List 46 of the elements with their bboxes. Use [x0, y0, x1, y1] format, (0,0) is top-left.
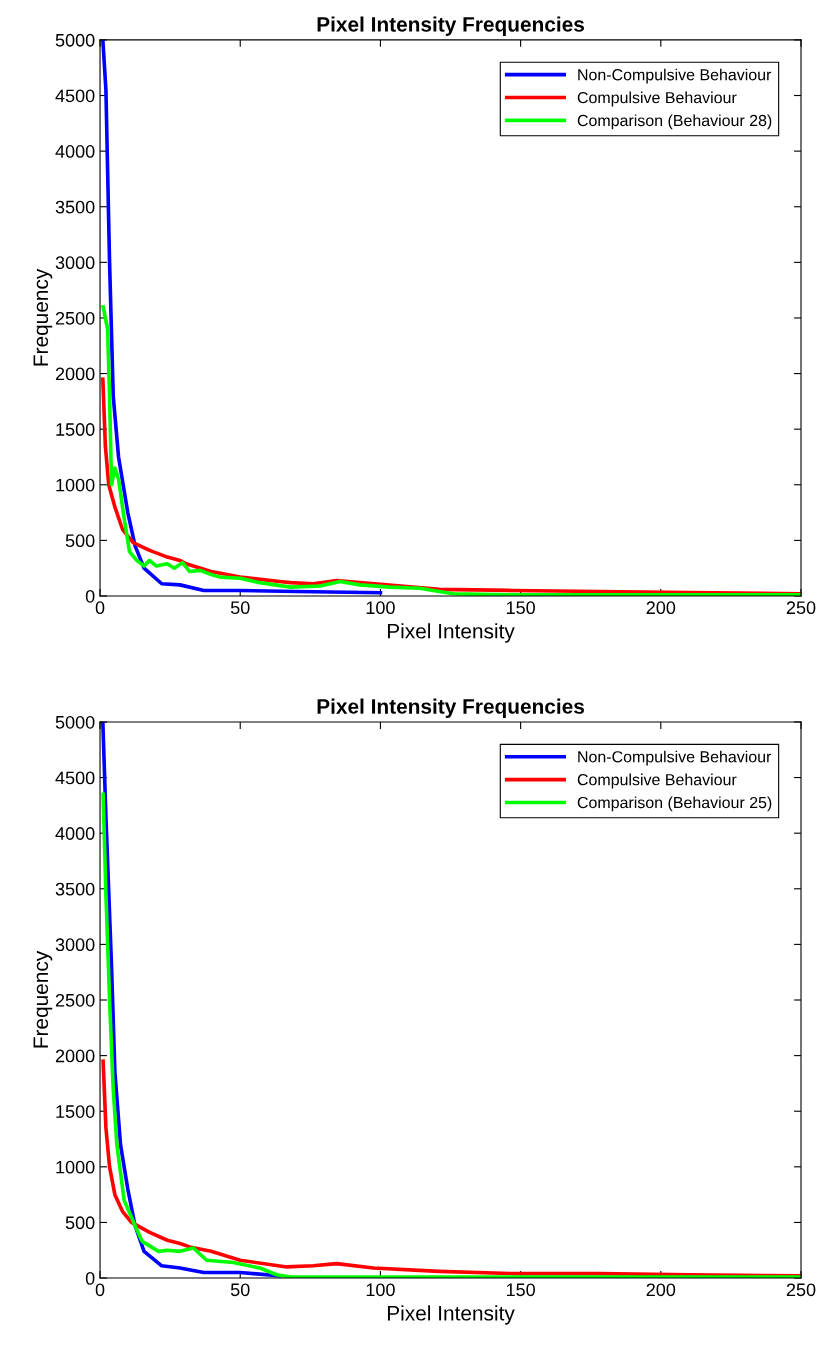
y-tick-label: 5000 [55, 715, 95, 729]
legend-label: Non-Compulsive Behaviour [578, 750, 772, 766]
y-tick-label: 3000 [55, 938, 95, 952]
x-tick-label: 200 [646, 601, 676, 615]
y-tick-label: 0 [85, 589, 95, 603]
legend-label: Comparison (Behaviour 28) [577, 114, 772, 130]
x-tick-label: 250 [786, 1283, 816, 1297]
y-tick-label: 1000 [56, 478, 95, 492]
x-tick-label: 0 [95, 1283, 105, 1297]
chart-title: Pixel Intensity Frequencies [317, 16, 584, 36]
y-tick-label: 0 [85, 1271, 95, 1285]
y-tick-label: 4000 [55, 145, 95, 158]
y-tick-label: 2000 [55, 367, 95, 381]
y-tick-label: 500 [65, 1216, 95, 1230]
legend-label: Compulsive Behaviour [577, 773, 737, 789]
y-tick-label: 2500 [55, 311, 95, 325]
y-tick-label: 1500 [56, 423, 95, 436]
x-tick-label: 150 [506, 1283, 535, 1297]
y-tick-label: 2500 [55, 993, 95, 1007]
y-tick-label: 3500 [55, 882, 95, 896]
x-axis-title: Pixel Intensity [387, 623, 515, 643]
x-tick-label: 50 [230, 1283, 250, 1297]
y-tick-label: 3000 [55, 256, 95, 270]
x-tick-label: 0 [95, 601, 105, 615]
legend-label: Non-Compulsive Behaviour [578, 68, 772, 84]
y-axis-title: Frequency [33, 268, 53, 366]
x-tick-label: 100 [366, 1283, 395, 1297]
x-tick-label: 50 [230, 601, 250, 615]
y-tick-label: 4500 [55, 89, 95, 103]
x-tick-label: 150 [506, 601, 535, 615]
x-tick-label: 100 [366, 601, 395, 615]
x-tick-label: 250 [786, 601, 816, 615]
y-tick-label: 4000 [55, 827, 95, 840]
y-tick-label: 1000 [56, 1160, 95, 1174]
legend-label: Comparison (Behaviour 25) [577, 796, 772, 812]
y-tick-label: 3500 [55, 200, 95, 214]
legend-label: Compulsive Behaviour [577, 91, 737, 107]
x-axis-title: Pixel Intensity [387, 1305, 515, 1325]
y-tick-label: 1500 [56, 1105, 95, 1118]
chart-title: Pixel Intensity Frequencies [317, 698, 584, 718]
y-tick-label: 4500 [55, 771, 95, 785]
y-tick-label: 500 [65, 534, 95, 548]
y-tick-label: 5000 [55, 33, 95, 47]
y-tick-label: 2000 [55, 1049, 95, 1063]
y-axis-title: Frequency [33, 950, 53, 1048]
x-tick-label: 200 [646, 1283, 676, 1297]
